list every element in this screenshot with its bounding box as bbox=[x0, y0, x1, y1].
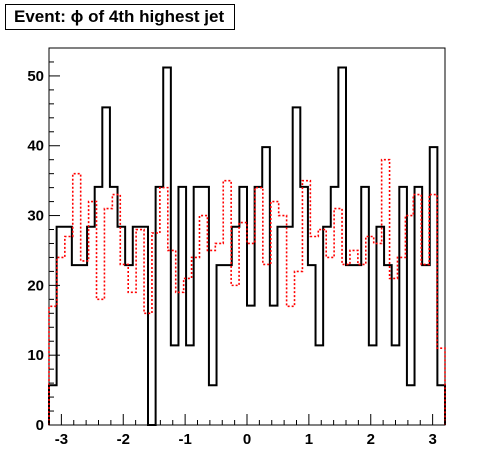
x-tick-label: -1 bbox=[178, 431, 191, 448]
y-tick-label: 50 bbox=[27, 68, 44, 85]
x-tick-label: 2 bbox=[367, 431, 375, 448]
series-layer bbox=[48, 66, 446, 426]
y-tick-label: 0 bbox=[36, 417, 44, 434]
x-tick-label: -3 bbox=[55, 431, 68, 448]
y-tick-label: 20 bbox=[27, 277, 44, 294]
y-tick-label: 30 bbox=[27, 208, 44, 225]
y-tick-label: 10 bbox=[27, 347, 44, 364]
y-tick-label: 40 bbox=[27, 138, 44, 155]
chart-title: Event: ϕ of 4th highest jet bbox=[5, 4, 236, 30]
x-tick-label: 3 bbox=[428, 431, 436, 448]
x-tick-label: 0 bbox=[243, 431, 251, 448]
series-1-histogram-line bbox=[48, 158, 446, 425]
x-tick-label: 1 bbox=[305, 431, 313, 448]
x-tick-label: -2 bbox=[117, 431, 130, 448]
series-0-histogram-line bbox=[48, 66, 446, 426]
